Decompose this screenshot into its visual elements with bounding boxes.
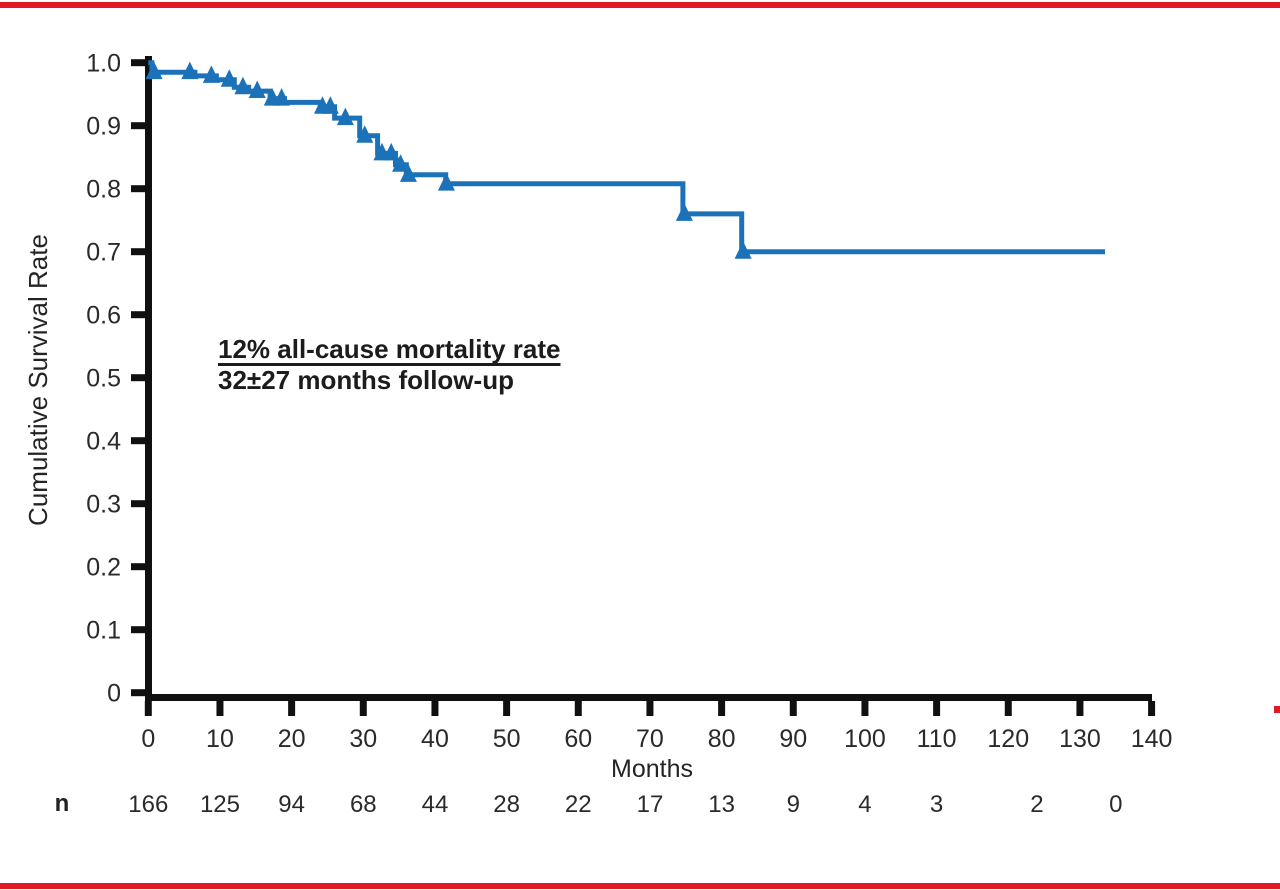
at-risk-count: 2 [1030,791,1043,818]
censor-mark [336,107,354,126]
at-risk-count: 0 [1109,791,1122,818]
at-risk-count: 68 [350,791,377,818]
at-risk-count: 3 [930,791,943,818]
x-tick-label: 110 [917,725,957,753]
x-tick-label: 20 [278,725,306,753]
y-tick-label: 0.5 [86,365,121,393]
y-tick-label: 0.6 [86,302,121,330]
y-tick-label: 0.7 [86,239,121,267]
y-tick-label: 0.3 [86,491,121,519]
at-risk-count: 22 [565,791,592,818]
x-axis-title: Months [611,755,693,783]
x-tick-label: 70 [636,725,664,753]
at-risk-count: 166 [128,791,168,818]
y-tick-label: 0.9 [86,113,121,141]
x-tick-label: 40 [421,725,449,753]
km-curve [148,60,1105,255]
censor-mark [392,154,410,172]
x-tick-label: 80 [708,725,736,753]
censor-mark [399,164,417,182]
at-risk-label: n [54,790,70,817]
at-risk-count: 17 [637,791,664,818]
censor-mark [356,125,374,143]
censor-mark [202,65,220,83]
censor-mark [382,142,400,161]
edge-red-artifact [1274,706,1280,713]
censor-mark [181,61,199,80]
at-risk-count: 28 [493,791,520,818]
y-tick-label: 0 [107,680,121,708]
top-red-rule [0,2,1280,8]
censor-mark [248,80,266,99]
censor-mark [273,88,291,106]
x-tick-label: 30 [349,725,377,753]
at-risk-count: 4 [858,791,871,818]
at-risk-count: 13 [708,791,735,818]
at-risk-count: 44 [422,791,449,818]
x-tick-label: 0 [141,725,155,753]
censor-mark [734,241,752,259]
x-tick-label: 100 [844,725,886,753]
y-axis-title: Cumulative Survival Rate [23,234,53,526]
x-tick-label: 10 [206,725,234,753]
censor-mark [220,69,238,87]
censor-mark [437,173,455,191]
bottom-red-rule [0,883,1280,889]
at-risk-count: 125 [200,791,240,818]
x-tick-label: 140 [1131,725,1173,753]
censor-mark [145,61,163,80]
y-tick-label: 0.8 [86,176,121,204]
y-tick-label: 0.4 [86,428,121,456]
x-tick-label: 130 [1059,725,1101,753]
annotation-mortality-rate: 12% all-cause mortality rate [218,334,561,364]
y-tick-label: 0.2 [86,554,121,582]
censor-mark [234,76,252,95]
x-tick-label: 120 [987,725,1029,753]
at-risk-count: 94 [278,791,305,818]
x-tick-label: 90 [779,725,807,753]
annotation-follow-up: 32±27 months follow-up [218,365,514,395]
censor-mark [675,203,693,221]
y-tick-label: 0.1 [86,617,121,645]
censor-mark [321,96,339,114]
annotation: 12% all-cause mortality rate 32±27 month… [218,334,561,396]
x-tick-label: 50 [493,725,521,753]
at-risk-count: 9 [787,791,800,818]
y-tick-label: 1.0 [86,50,121,78]
x-tick-label: 60 [564,725,592,753]
